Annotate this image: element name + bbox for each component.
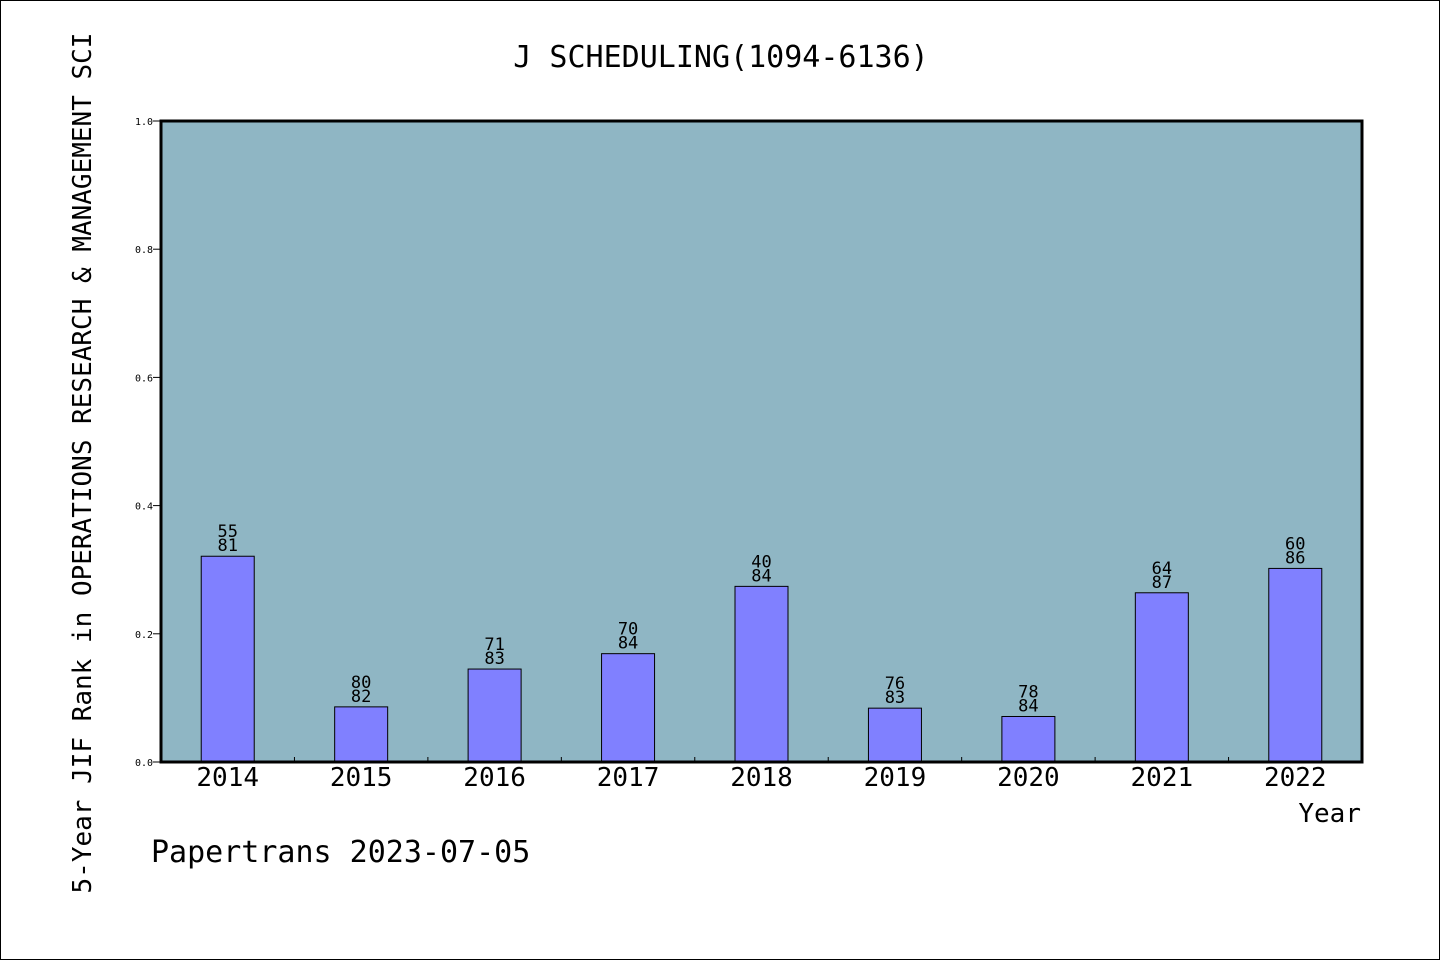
x-tick-label: 2021 — [1131, 763, 1194, 793]
y-axis-label: 5-Year JIF Rank in OPERATIONS RESEARCH &… — [68, 33, 98, 894]
bar — [601, 653, 656, 763]
bar-total-label: 83 — [484, 649, 504, 669]
chart-title: J SCHEDULING(1094-6136) — [513, 40, 928, 75]
plot-area: 0.00.20.40.60.81.05581201480822015718320… — [135, 117, 1364, 793]
x-axis-label: Year — [1298, 799, 1361, 829]
bar-rank-label: 78 — [1018, 682, 1038, 702]
bar-total-label: 84 — [751, 566, 771, 586]
bar-total-label: 83 — [885, 688, 905, 708]
bar — [200, 555, 255, 763]
plot-border — [159, 119, 1364, 764]
bar — [1134, 592, 1189, 763]
bar-rank-label: 64 — [1152, 559, 1172, 579]
y-tick-label: 1.0 — [135, 117, 153, 128]
footer-credit: Papertrans 2023-07-05 — [151, 835, 531, 870]
x-tick-label: 2015 — [330, 763, 393, 793]
x-tick-label: 2020 — [997, 763, 1060, 793]
bar-rank-label: 70 — [618, 620, 638, 640]
y-tick-label: 0.8 — [135, 245, 153, 256]
bar — [467, 668, 522, 763]
y-tick-label: 0.2 — [135, 630, 153, 641]
x-tick-label: 2022 — [1264, 763, 1327, 793]
bar-total-label: 86 — [1285, 548, 1305, 568]
bar-rank-label: 71 — [484, 635, 504, 655]
bar-total-label: 81 — [217, 536, 237, 556]
bar-rank-label: 76 — [885, 674, 905, 694]
y-tick-label: 0.6 — [135, 373, 153, 384]
bar — [1001, 715, 1056, 763]
bar-total-label: 84 — [618, 634, 638, 654]
y-tick-label: 0.4 — [135, 502, 153, 513]
x-tick-label: 2014 — [196, 763, 259, 793]
bar — [334, 706, 389, 763]
x-tick-label: 2019 — [864, 763, 927, 793]
bar — [1268, 567, 1323, 763]
x-tick-label: 2017 — [597, 763, 660, 793]
bar-total-label: 82 — [351, 687, 371, 707]
bar-rank-label: 40 — [751, 552, 771, 572]
x-tick-label: 2018 — [730, 763, 793, 793]
bar-total-label: 84 — [1018, 696, 1038, 716]
bar — [867, 707, 922, 763]
bar-rank-label: 55 — [217, 522, 237, 542]
y-tick-label: 0.0 — [135, 758, 153, 769]
bar — [734, 585, 789, 763]
bar-total-label: 87 — [1152, 573, 1172, 593]
x-tick-label: 2016 — [463, 763, 526, 793]
bar-rank-label: 60 — [1285, 534, 1305, 554]
bar-rank-label: 80 — [351, 673, 371, 693]
